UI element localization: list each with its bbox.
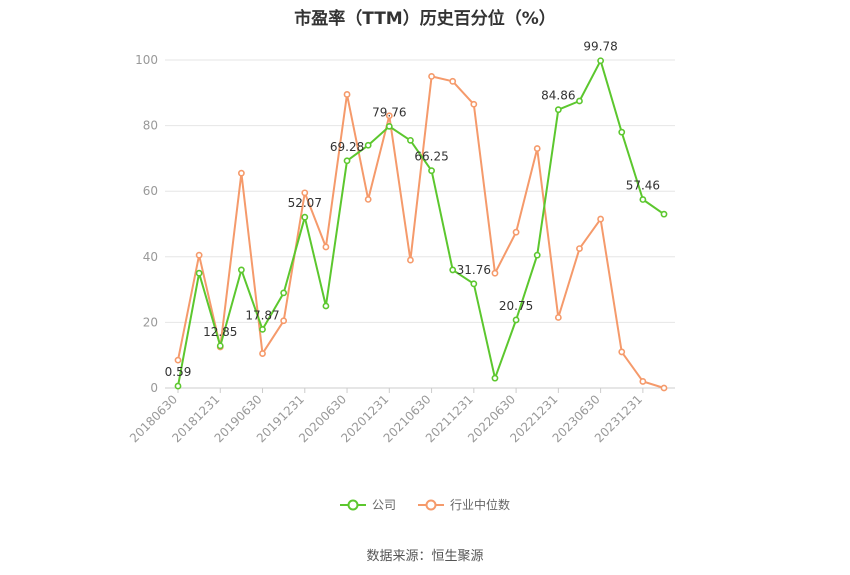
company-point [639,196,647,203]
industry-point [660,384,668,392]
industry-point [237,169,245,177]
company-point [195,269,203,277]
series-lines [174,57,668,392]
company-point [322,302,330,310]
legend-industry-label: 行业中位数 [450,498,511,512]
company-point [576,97,583,105]
legend: 公司 行业中位数 [0,496,850,513]
company-line [177,59,665,387]
company-point [449,266,457,274]
industry-point [428,73,435,80]
industry-point [618,348,626,356]
industry-point [322,243,330,251]
industry-point [195,251,203,259]
company-data-label: 79.76 [372,105,406,119]
company-data-label: 12.85 [203,325,237,339]
industry-point [512,228,520,236]
company-point [343,157,351,165]
company-data-label: 52.07 [288,196,322,210]
y-tick-label: 60 [143,184,158,198]
source-note: 数据来源：恒生聚源 [366,549,484,564]
industry-point [280,317,288,325]
industry-point [385,112,393,120]
company-point [385,122,393,130]
industry-point [491,269,499,277]
industry-point [343,91,351,98]
industry-point [533,145,541,152]
industry-point [449,77,457,85]
legend-item-company[interactable]: 公司 [339,496,396,513]
company-point [216,342,224,350]
company-point [554,106,562,114]
legend-company-marker [339,499,366,510]
y-tick-label: 100 [135,53,158,67]
company-point [597,57,605,65]
company-point [280,289,288,297]
legend-company-label: 公司 [371,498,396,512]
industry-point [576,245,583,252]
industry-point [639,378,647,385]
company-point [364,141,372,149]
industry-point [259,350,266,357]
company-data-label: 17.87 [245,308,279,322]
industry-point [174,356,182,364]
y-tick-label: 80 [143,119,158,133]
y-tick-label: 40 [143,250,158,264]
legend-industry-marker [418,499,444,510]
company-point [512,316,520,324]
data-labels: 0.59 12.85 17.87 52.07 69.28 79.76 66.25 31.76 2… [165,40,660,379]
company-point [533,251,541,259]
industry-point [301,189,309,197]
legend-item-industry-median[interactable]: 行业中位数 [418,496,510,513]
company-data-label: 69.28 [330,140,364,154]
company-data-label: 84.86 [541,89,575,103]
industry-point [470,100,478,108]
y-tick-label: 20 [143,315,158,329]
industry-point [554,314,562,321]
industry-point [597,215,605,223]
company-data-label: 0.59 [165,365,192,379]
company-point [428,167,435,175]
chart-title: 市盈率（TTM）历史百分位（%） [294,9,556,29]
company-point [259,325,266,333]
company-data-label: 31.76 [457,263,491,277]
company-point [174,382,182,390]
industry-median-line [177,75,665,389]
company-data-label: 57.46 [626,179,660,193]
company-point [407,136,414,144]
company-point [618,128,626,136]
company-point [237,266,245,274]
grid-lines [165,59,675,323]
company-data-label: 99.78 [583,40,617,54]
y-tick-label: 0 [150,381,158,395]
company-point [660,210,668,218]
company-point [470,280,478,288]
industry-point [407,256,414,264]
company-data-label: 20.75 [499,299,533,313]
company-point [491,374,499,382]
line-chart: 0204060801002018063020181231201906302019… [127,40,675,445]
company-data-label: 66.25 [414,150,448,164]
industry-point [364,195,372,203]
company-point [301,213,309,221]
